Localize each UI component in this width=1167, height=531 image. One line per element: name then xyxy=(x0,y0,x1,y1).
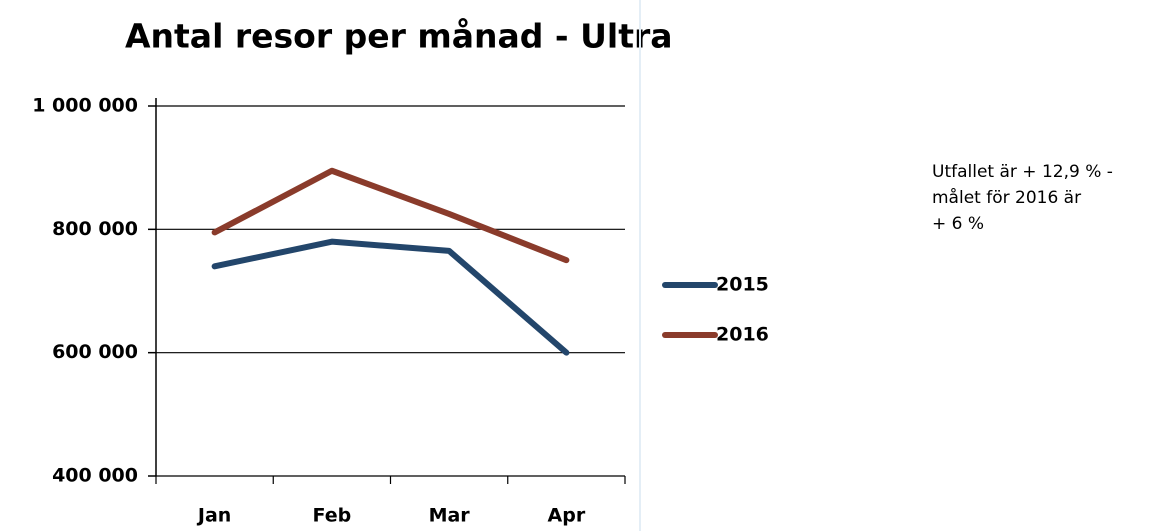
annotation: målet för 2016 är xyxy=(932,187,1081,208)
chart-title: Antal resor per månad - Ultra xyxy=(125,17,673,56)
legend-label: 2016 xyxy=(716,324,769,346)
x-tick-label: Apr xyxy=(548,505,586,527)
y-tick-label: 1 000 000 xyxy=(32,95,138,117)
x-tick-label: Jan xyxy=(196,505,231,527)
y-tick-label: 800 000 xyxy=(52,218,138,240)
line-series xyxy=(211,167,570,264)
y-tick-label: 400 000 xyxy=(52,465,138,487)
annotation: Utfallet är + 12,9 % - xyxy=(932,162,1113,182)
x-tick-label: Feb xyxy=(313,505,352,527)
y-tick-label: 600 000 xyxy=(52,341,138,363)
legend-label: 2015 xyxy=(716,274,769,296)
line-series xyxy=(211,238,570,356)
annotation: + 6 % xyxy=(932,214,984,234)
x-tick-label: Mar xyxy=(429,505,471,527)
